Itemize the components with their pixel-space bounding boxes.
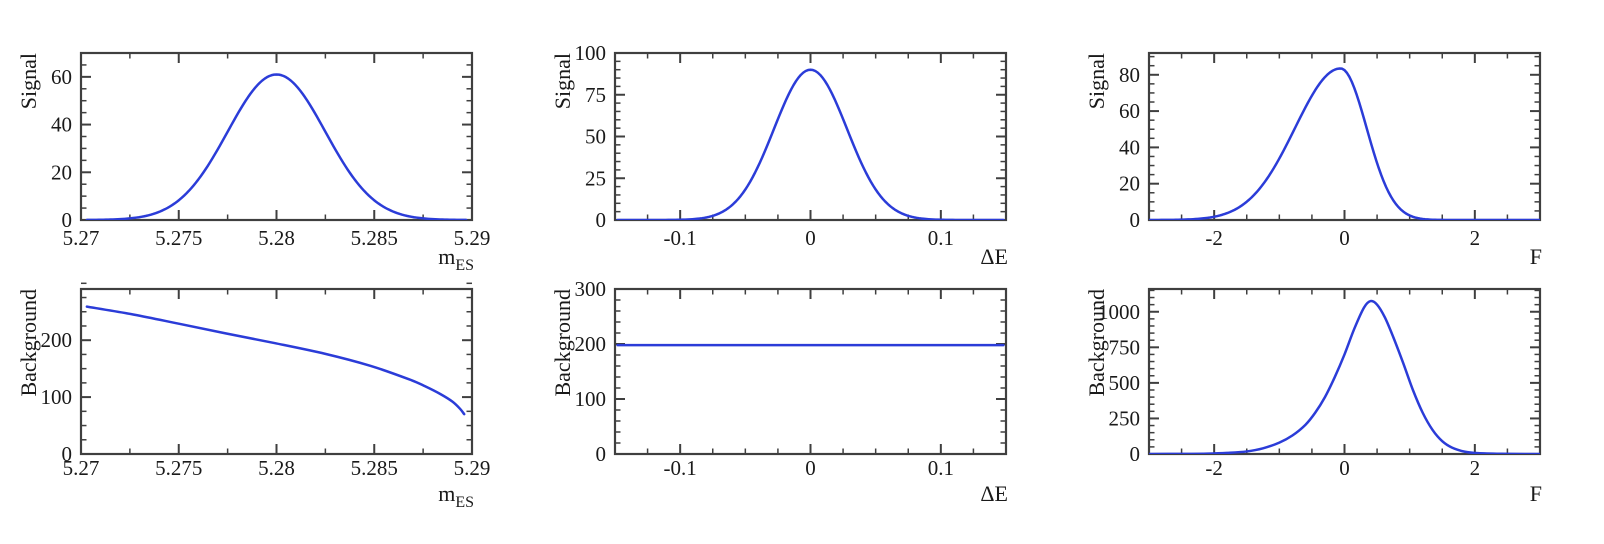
background-f-y-tick-label: 750 [1109,335,1141,359]
signal-de-ticks [614,52,1007,221]
signal-f-y-tick-label: 40 [1119,135,1140,159]
signal-de-y-axis-title: Signal [550,53,575,109]
signal-de-frame [613,51,1008,222]
signal-mes-x-tick-label: 5.29 [454,226,491,250]
signal-de-y-tick-label: 0 [596,208,607,232]
background-mes-svg: 5.27 5.275 5.28 5.285 5.29 0 100 200 mES Backgrou… [16,282,491,511]
background-mes-y-tick-label: 100 [41,385,73,409]
background-f-y-tick-label: 500 [1109,371,1141,395]
signal-f-y-tick-label: 60 [1119,99,1140,123]
background-de-y-axis-title: Background [550,289,575,397]
signal-de-x-axis-title: ΔE [980,244,1008,269]
plot-signal-deltae: -0.1 0 0.1 0 25 50 75 100 ΔE Signal [534,0,1068,272]
plot-background-f: -2 0 2 0 250 500 750 1000 F Background [1068,272,1604,544]
background-de-ticks [614,288,1007,455]
background-mes-curve-line [85,305,466,416]
background-de-x-axis-title: ΔE [980,481,1008,506]
signal-mes-y-axis-title: Signal [16,53,41,109]
signal-de-tick-labels: -0.1 0 0.1 0 25 50 75 100 [575,41,954,250]
signal-mes-ticks [80,52,473,221]
signal-f-y-tick-label: 20 [1119,172,1140,196]
background-mes-y-axis-title: Background [16,289,41,397]
background-f-x-tick-label: 0 [1339,456,1350,480]
background-de-y-tick-label: 200 [575,332,607,356]
signal-f-ticks [1148,53,1541,221]
signal-f-frame [1147,51,1542,222]
signal-de-y-tick-label: 25 [585,166,606,190]
plot-signal-f: -2 0 2 0 20 40 60 80 F Signal [1068,0,1604,272]
background-f-tick-labels: -2 0 2 0 250 500 750 1000 [1098,300,1480,480]
signal-mes-frame [79,51,474,222]
signal-de-svg: -0.1 0 0.1 0 25 50 75 100 ΔE Signal [550,41,1008,269]
background-mes-ticks [80,282,473,455]
background-de-y-tick-label: 300 [575,277,607,301]
background-de-x-tick-label: 0.1 [928,456,954,480]
signal-f-curve-line [1149,67,1540,220]
plot-background-mes: 5.27 5.275 5.28 5.285 5.29 0 100 200 mES Backgrou… [0,272,534,544]
background-f-svg: -2 0 2 0 250 500 750 1000 F Background [1084,287,1542,506]
signal-f-x-tick-label: -2 [1205,226,1223,250]
signal-de-x-tick-label: -0.1 [664,226,697,250]
background-f-y-tick-label: 1000 [1098,300,1140,324]
background-f-y-axis-title: Background [1084,289,1109,397]
background-de-y-tick-label: 0 [596,442,607,466]
background-f-frame [1147,287,1542,456]
signal-f-y-axis-title: Signal [1084,53,1109,109]
signal-mes-x-tick-label: 5.28 [258,226,295,250]
background-mes-y-tick-label: 200 [41,328,73,352]
background-f-x-axis-title: F [1530,481,1542,506]
plot-signal-mes: 5.27 5.275 5.28 5.285 5.29 0 20 40 60 mES Signal [0,0,534,272]
signal-de-x-tick-label: 0 [805,226,816,250]
background-de-tick-labels: -0.1 0 0.1 0 100 200 300 [575,277,954,480]
signal-f-x-tick-label: 2 [1470,226,1481,250]
signal-f-y-tick-label: 0 [1130,208,1141,232]
background-mes-frame [79,287,474,456]
background-mes-y-tick-label: 0 [62,442,73,466]
background-mes-x-tick-label: 5.28 [258,456,295,480]
signal-mes-curve-line [85,73,468,220]
signal-f-y-tick-label: 80 [1119,63,1140,87]
background-de-y-tick-label: 100 [575,387,607,411]
signal-mes-x-tick-label: 5.275 [155,226,202,250]
background-de-svg: -0.1 0 0.1 0 100 200 300 ΔE Background [550,277,1008,506]
signal-f-x-tick-label: 0 [1339,226,1350,250]
background-mes-x-tick-label: 5.27 [63,456,100,480]
background-f-curve-line [1149,299,1540,454]
signal-f-x-axis-title: F [1530,244,1542,269]
signal-mes-x-tick-label: 5.285 [351,226,398,250]
signal-mes-y-tick-label: 40 [51,113,72,137]
plot-background-deltae: -0.1 0 0.1 0 100 200 300 ΔE Background [534,272,1068,544]
signal-mes-y-tick-label: 60 [51,65,72,89]
signal-de-y-tick-label: 75 [585,83,606,107]
background-de-x-tick-label: -0.1 [664,456,697,480]
background-mes-x-tick-label: 5.285 [351,456,398,480]
background-mes-x-tick-label: 5.29 [454,456,491,480]
signal-mes-x-tick-label: 5.27 [63,226,100,250]
background-f-x-tick-label: 2 [1470,456,1481,480]
signal-mes-tick-labels: 5.27 5.275 5.28 5.285 5.29 0 20 40 60 [51,65,490,250]
signal-de-y-tick-label: 100 [575,41,607,65]
signal-mes-y-tick-label: 0 [62,208,73,232]
background-de-x-tick-label: 0 [805,456,816,480]
background-mes-x-tick-label: 5.275 [155,456,202,480]
background-f-ticks [1148,289,1541,455]
background-mes-tick-labels: 5.27 5.275 5.28 5.285 5.29 0 100 200 [41,328,491,480]
background-de-frame [613,287,1008,456]
signal-de-curve-line [616,68,1005,220]
signal-de-y-tick-label: 50 [585,125,606,149]
signal-mes-y-tick-label: 20 [51,160,72,184]
background-f-x-tick-label: -2 [1205,456,1223,480]
background-mes-x-axis-title: mES [438,481,474,511]
background-f-y-tick-label: 250 [1109,406,1141,430]
signal-de-x-tick-label: 0.1 [928,226,954,250]
background-f-y-tick-label: 0 [1130,442,1141,466]
